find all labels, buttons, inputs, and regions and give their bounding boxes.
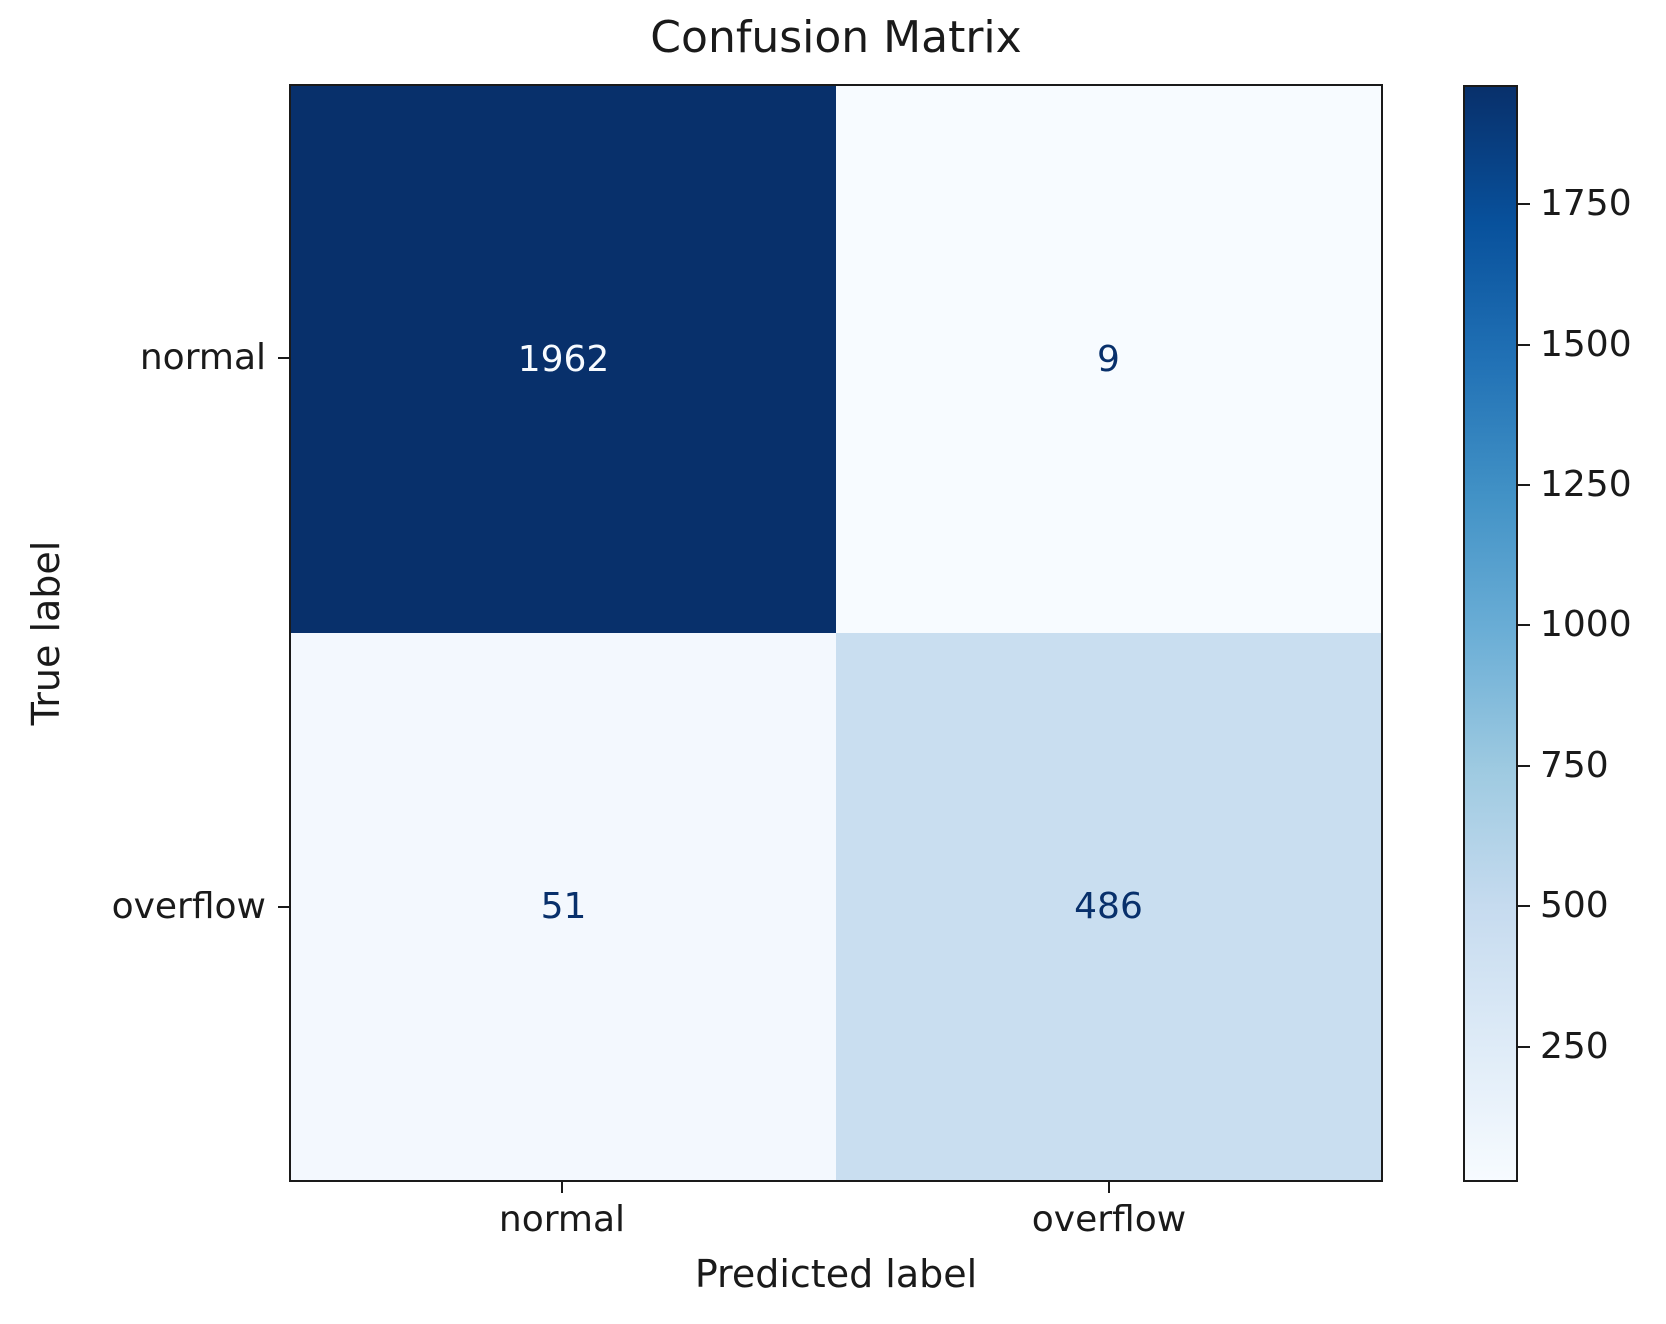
colorbar-tick-label: 750 [1540, 744, 1609, 786]
x-tick-mark-overflow [1108, 1182, 1110, 1193]
y-tick-label-normal: normal [139, 337, 266, 378]
colorbar-ticks: 250 500 750 1000 1250 1500 1750 [1518, 85, 1666, 1182]
colorbar-tick-label: 1250 [1540, 463, 1632, 505]
colorbar-tick-mark [1518, 343, 1530, 346]
heatmap-plot-area: 1962 9 51 486 [289, 84, 1383, 1182]
colorbar-tick-label: 1000 [1540, 604, 1632, 646]
matrix-cell-true-normal-pred-overflow: 9 [836, 86, 1381, 633]
y-tick-label-overflow: overflow [111, 886, 266, 927]
x-tick-label-normal: normal [498, 1199, 626, 1240]
colorbar-tick-mark [1518, 764, 1530, 767]
colorbar-tick-label: 250 [1540, 1025, 1609, 1067]
y-tick-mark-overflow [278, 906, 289, 908]
y-tick-mark-normal [278, 357, 289, 359]
chart-title: Confusion Matrix [650, 12, 1022, 63]
colorbar-tick-mark [1518, 905, 1530, 908]
x-tick-label-overflow: overflow [1031, 1199, 1187, 1240]
colorbar-tick-mark [1518, 624, 1530, 627]
colorbar-tick-label: 1500 [1540, 323, 1632, 365]
colorbar-tick-label: 1750 [1540, 183, 1632, 225]
colorbar-tick-label: 500 [1540, 885, 1609, 927]
x-axis-label: Predicted label [694, 1252, 978, 1296]
colorbar [1463, 85, 1518, 1182]
y-axis-label: True label [24, 540, 68, 726]
colorbar-tick-mark [1518, 203, 1530, 206]
colorbar-tick-mark [1518, 1045, 1530, 1048]
matrix-cell-true-normal-pred-normal: 1962 [291, 86, 836, 633]
x-tick-mark-normal [561, 1182, 563, 1193]
matrix-cell-true-overflow-pred-overflow: 486 [836, 633, 1381, 1180]
matrix-cell-true-overflow-pred-normal: 51 [291, 633, 836, 1180]
colorbar-tick-mark [1518, 483, 1530, 486]
